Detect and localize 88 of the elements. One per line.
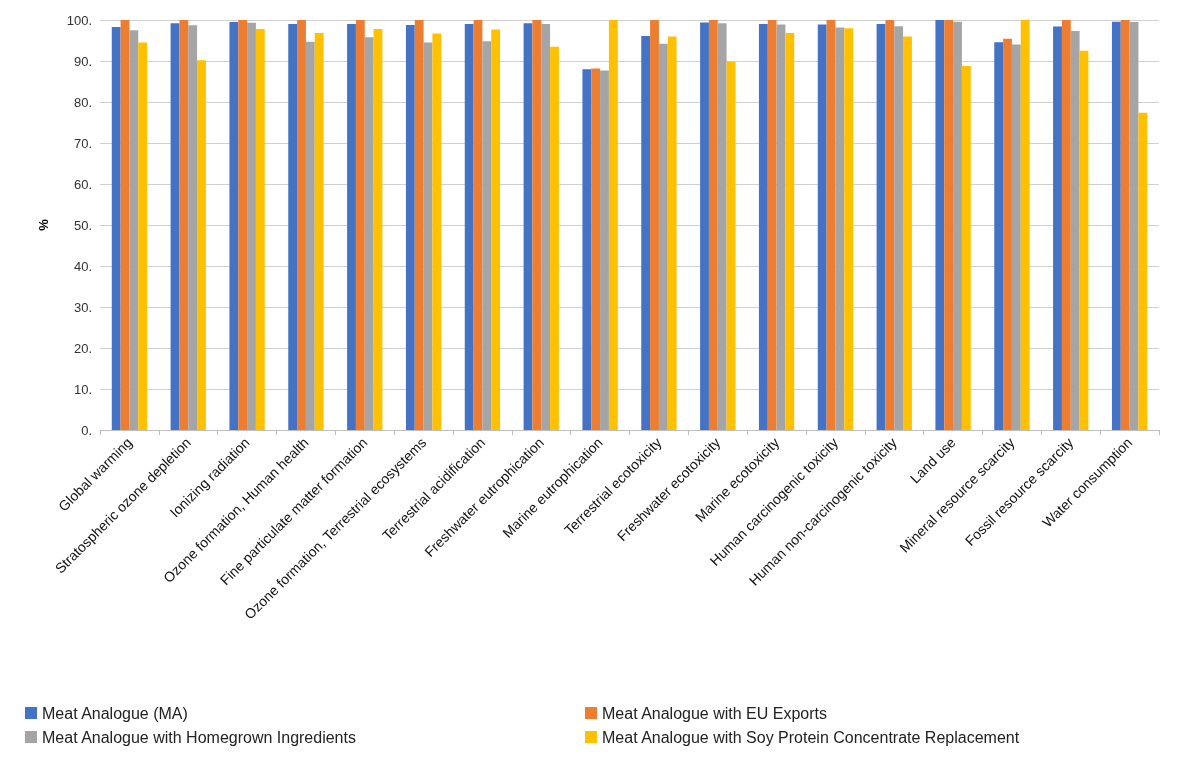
bar [1120,20,1130,430]
bar [247,22,256,430]
bar [238,20,248,430]
bar [608,20,618,430]
bar [464,24,474,430]
legend-label: Meat Analogue with Soy Protein Concentrate Replacement [602,728,1020,746]
bar [961,65,971,430]
bar [582,69,592,430]
bar [726,61,736,430]
y-tick-label: 0. [81,422,92,438]
bar [1111,21,1121,430]
y-tick-label: 60. [73,176,92,192]
bar [876,24,886,430]
bar [288,24,298,430]
y-tick-label: 90. [73,53,92,69]
bar [111,26,121,430]
bar [953,21,962,430]
bar [120,20,130,430]
bar [935,20,945,430]
bar [491,29,501,430]
bar [523,23,533,430]
bar [667,36,677,430]
bar [550,46,559,430]
bar [473,20,483,430]
bar [1053,26,1062,430]
bar [1070,31,1080,430]
bar [305,41,315,430]
bar [482,41,492,430]
bar [179,20,189,430]
bar [197,60,206,430]
bar [1129,22,1139,430]
legend-label: Meat Analogue (MA) [42,704,188,722]
bar [170,23,180,430]
bar [414,20,424,430]
bar [405,24,415,430]
bar [591,68,601,430]
legend-label: Meat Analogue with Homegrown Ingredients [42,728,356,746]
bar [758,24,768,430]
y-tick-label: 80. [73,94,92,110]
y-axis-title: % [36,218,51,231]
bar [994,42,1004,430]
y-tick-label: 20. [73,340,92,356]
bar [432,33,442,430]
bar [1011,44,1021,430]
bar [785,33,795,430]
bar [776,24,786,430]
bar [188,25,198,430]
bar [138,42,148,430]
bar [347,24,356,430]
bar [767,20,777,430]
bar [364,37,374,430]
bar [1079,50,1089,430]
bar [844,28,854,430]
bar [255,29,265,430]
bar [1003,38,1012,430]
bar [658,43,668,430]
bar [541,24,551,430]
y-tick-label: 30. [73,299,92,315]
bar [641,35,651,430]
bar [129,30,139,430]
y-tick-label: 40. [73,258,92,274]
bar [423,42,433,430]
y-tick-label: 100. [66,12,92,28]
bar [600,70,609,430]
bar [355,20,365,430]
bar [1020,20,1030,430]
bar [826,20,836,430]
bar [835,27,845,430]
bar [708,20,718,430]
bar [700,22,709,430]
bar [717,23,727,430]
bar [1138,112,1148,430]
bar [894,26,904,430]
bar [817,24,827,430]
bar [373,29,383,430]
bar [1061,20,1071,430]
bar [229,22,239,430]
bar [885,20,895,430]
bar [903,36,912,430]
y-tick-label: 10. [73,381,92,397]
y-tick-label: 50. [73,217,92,233]
y-tick-label: 70. [73,135,92,151]
bar [650,20,659,430]
bar [532,20,542,430]
legend-label: Meat Analogue with EU Exports [602,704,828,722]
bar [314,33,324,430]
bar [297,20,306,430]
bar [944,20,954,430]
